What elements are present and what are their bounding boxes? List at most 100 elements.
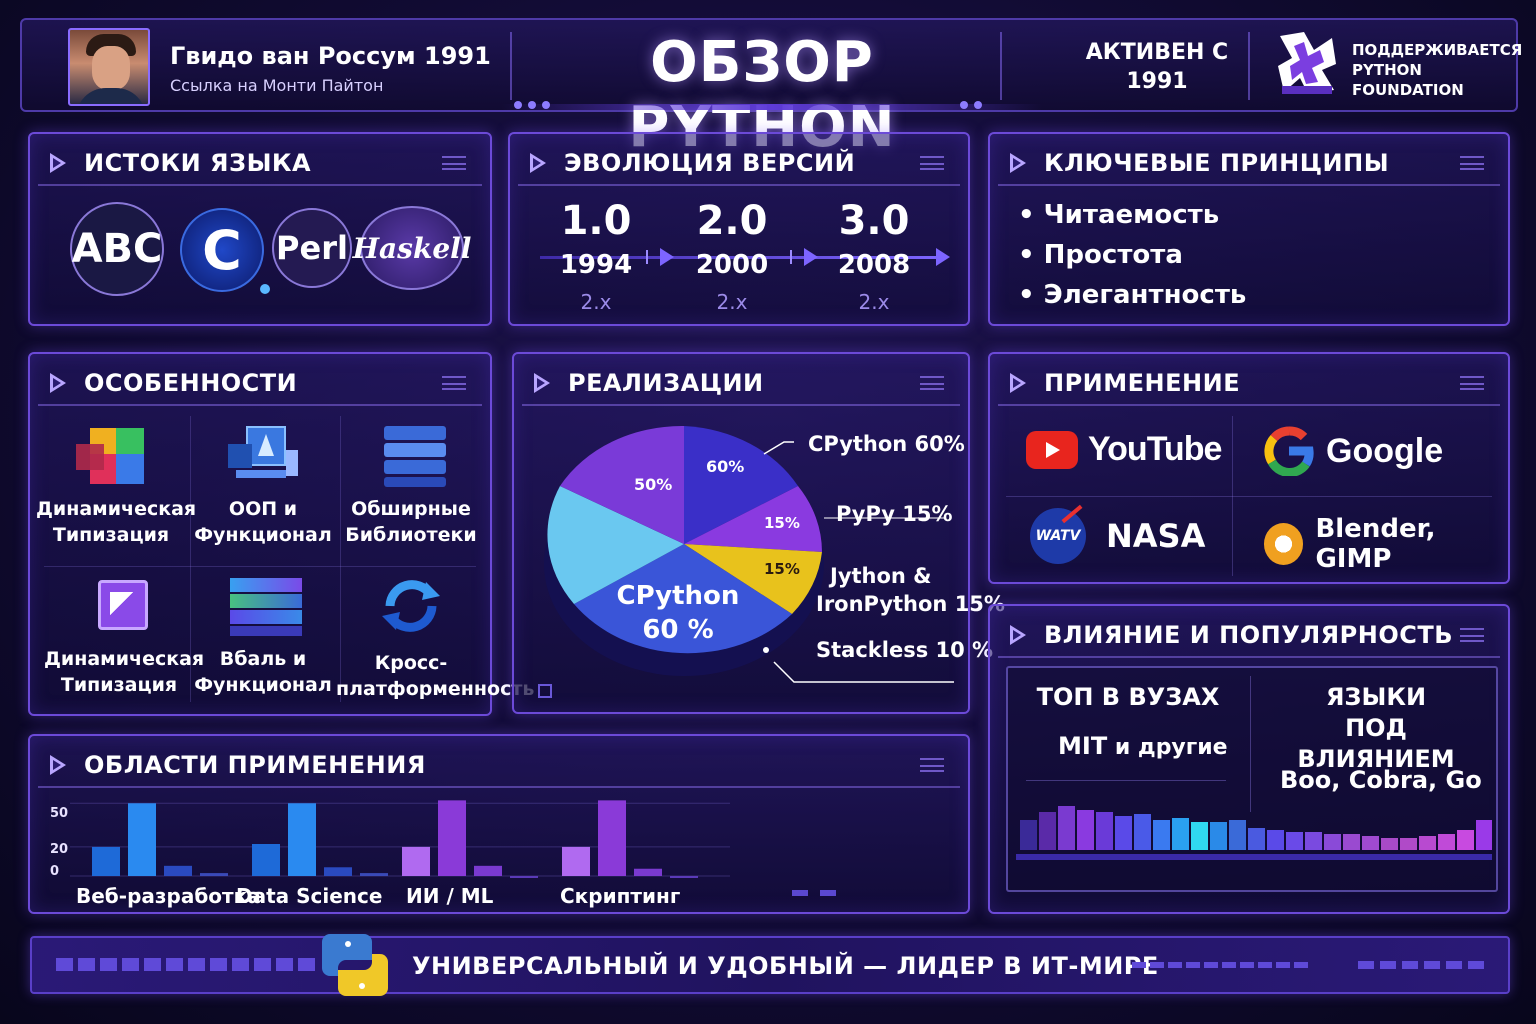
popularity-bar bbox=[1153, 820, 1170, 850]
popularity-bar bbox=[1286, 832, 1303, 850]
bar bbox=[474, 865, 502, 876]
timeline-arrow-icon bbox=[936, 248, 950, 266]
popularity-bar bbox=[1381, 838, 1398, 850]
popularity-bar bbox=[1210, 822, 1227, 850]
timeline-tick bbox=[790, 250, 792, 264]
play-icon bbox=[50, 755, 66, 775]
slice-label: 60% bbox=[706, 457, 744, 476]
timeline-arrow-icon bbox=[660, 248, 674, 266]
menu-icon[interactable] bbox=[442, 376, 466, 390]
header-divider bbox=[510, 32, 512, 100]
category-label: Веб-разработка bbox=[76, 884, 261, 908]
grid-divider bbox=[190, 416, 191, 702]
menu-icon[interactable] bbox=[1460, 376, 1484, 390]
popularity-bar bbox=[1476, 820, 1492, 850]
psf-logo-icon bbox=[1278, 32, 1336, 94]
pie-center-value: 60 % bbox=[642, 615, 713, 645]
tick-label: 20 bbox=[50, 842, 69, 857]
popularity-bar bbox=[1077, 810, 1094, 850]
popularity-bars bbox=[1016, 806, 1492, 860]
feature-item: Динамическая Типизация bbox=[44, 576, 204, 698]
bar bbox=[562, 846, 590, 876]
origins-panel: ИСТОКИ ЯЗЫКА ABC C Perl Haskell bbox=[28, 132, 492, 326]
nasa-icon: WATV bbox=[1030, 504, 1086, 564]
callout-label: PyPy 15% bbox=[836, 502, 953, 526]
bar bbox=[92, 846, 120, 876]
avatar bbox=[68, 28, 150, 106]
perl-badge: Perl bbox=[272, 208, 352, 288]
version-1: 1.0 1994 2.x bbox=[559, 198, 633, 314]
devices-icon bbox=[228, 426, 298, 486]
play-icon bbox=[50, 373, 66, 393]
bar bbox=[252, 844, 280, 876]
slice-label: 50% bbox=[634, 475, 672, 494]
blender-logo: Blender, GIMP bbox=[1264, 514, 1508, 574]
pie-slice bbox=[547, 486, 684, 604]
sync-arrows-icon bbox=[382, 580, 440, 632]
dots-right bbox=[960, 94, 988, 109]
category-label: Скриптинг bbox=[560, 884, 681, 908]
decor-squares bbox=[1132, 958, 1308, 968]
menu-icon[interactable] bbox=[920, 376, 944, 390]
bar bbox=[288, 803, 316, 876]
features-panel: ОСОБЕННОСТИ Динамическая Типизация ООП и… bbox=[28, 352, 534, 716]
timeline-line bbox=[540, 256, 940, 259]
principles-panel: КЛЮЧЕВЫЕ ПРИНЦИПЫ Читаемость Простота Эл… bbox=[988, 132, 1510, 326]
c-badge: C bbox=[180, 208, 264, 292]
menu-icon[interactable] bbox=[920, 758, 944, 772]
menu-icon[interactable] bbox=[442, 156, 466, 170]
timeline-tick bbox=[646, 250, 648, 264]
menu-icon[interactable] bbox=[1460, 628, 1484, 642]
feature-item: Обширные Библиотеки bbox=[336, 426, 486, 548]
popularity-bar bbox=[1305, 832, 1322, 850]
bar bbox=[634, 868, 662, 876]
bar bbox=[324, 867, 352, 876]
popularity-bar bbox=[1020, 820, 1037, 850]
tick-label: 50 bbox=[50, 806, 69, 821]
callout-lines bbox=[763, 441, 954, 683]
influence-right-heading: ЯЗЫКИ ПОД ВЛИЯНИЕМ bbox=[1297, 683, 1455, 773]
bar bbox=[164, 865, 192, 876]
bar bbox=[200, 873, 228, 876]
influence-panel: ВЛИЯНИЕ И ПОПУЛЯРНОСТЬ ТОП В ВУЗАХ MIT и… bbox=[988, 604, 1510, 914]
bar bbox=[598, 800, 626, 876]
abc-badge: ABC bbox=[70, 202, 164, 296]
callout-label: Jython & bbox=[830, 564, 932, 588]
color-blocks-icon bbox=[76, 426, 146, 486]
callout-label: IronPython 15% bbox=[816, 592, 1005, 616]
nasa-logo: WATV NASA bbox=[1030, 504, 1205, 564]
google-icon bbox=[1264, 426, 1314, 476]
edit-square-icon bbox=[84, 576, 154, 636]
feature-item: Кросс- платформенность bbox=[336, 576, 534, 702]
play-icon bbox=[1010, 373, 1026, 393]
popularity-baseline bbox=[1016, 854, 1492, 860]
popularity-bar bbox=[1457, 830, 1474, 850]
popularity-bar bbox=[1343, 834, 1360, 850]
decor-squares bbox=[1358, 958, 1484, 969]
popularity-bar bbox=[1267, 830, 1284, 850]
category-label: Data Science bbox=[236, 884, 383, 908]
version-2: 2.0 2000 2.x bbox=[695, 198, 769, 314]
pie-center-label: CPython bbox=[617, 581, 740, 611]
play-icon bbox=[1010, 153, 1026, 173]
play-icon bbox=[50, 153, 66, 173]
author-subtitle: Ссылка на Монти Пайтон bbox=[170, 76, 384, 95]
version-3: 3.0 2008 2.x bbox=[837, 198, 911, 314]
menu-icon[interactable] bbox=[920, 156, 944, 170]
pie-slice bbox=[684, 486, 822, 552]
bar bbox=[128, 803, 156, 876]
popularity-bar bbox=[1362, 836, 1379, 850]
play-icon bbox=[1010, 625, 1026, 645]
popularity-bar bbox=[1039, 812, 1056, 850]
menu-icon[interactable] bbox=[1460, 156, 1484, 170]
influence-right-value: Boo, Cobra, Go bbox=[1280, 766, 1482, 794]
list-item: Простота bbox=[1018, 240, 1246, 270]
popularity-bar bbox=[1400, 838, 1417, 850]
influence-left-heading: ТОП В ВУЗАХ bbox=[1036, 683, 1220, 711]
bar bbox=[510, 876, 538, 878]
footer-banner: УНИВЕРСАЛЬНЫЙ И УДОБНЫЙ — ЛИДЕР В ИТ-МИР… bbox=[30, 934, 1510, 996]
python-logo-icon bbox=[322, 934, 388, 996]
applications-panel: ПРИМЕНЕНИЕ YouTube Google WATV NASA Blen… bbox=[988, 352, 1510, 584]
pie-slice bbox=[684, 544, 822, 614]
callout-label: CPython 60% bbox=[808, 432, 965, 456]
